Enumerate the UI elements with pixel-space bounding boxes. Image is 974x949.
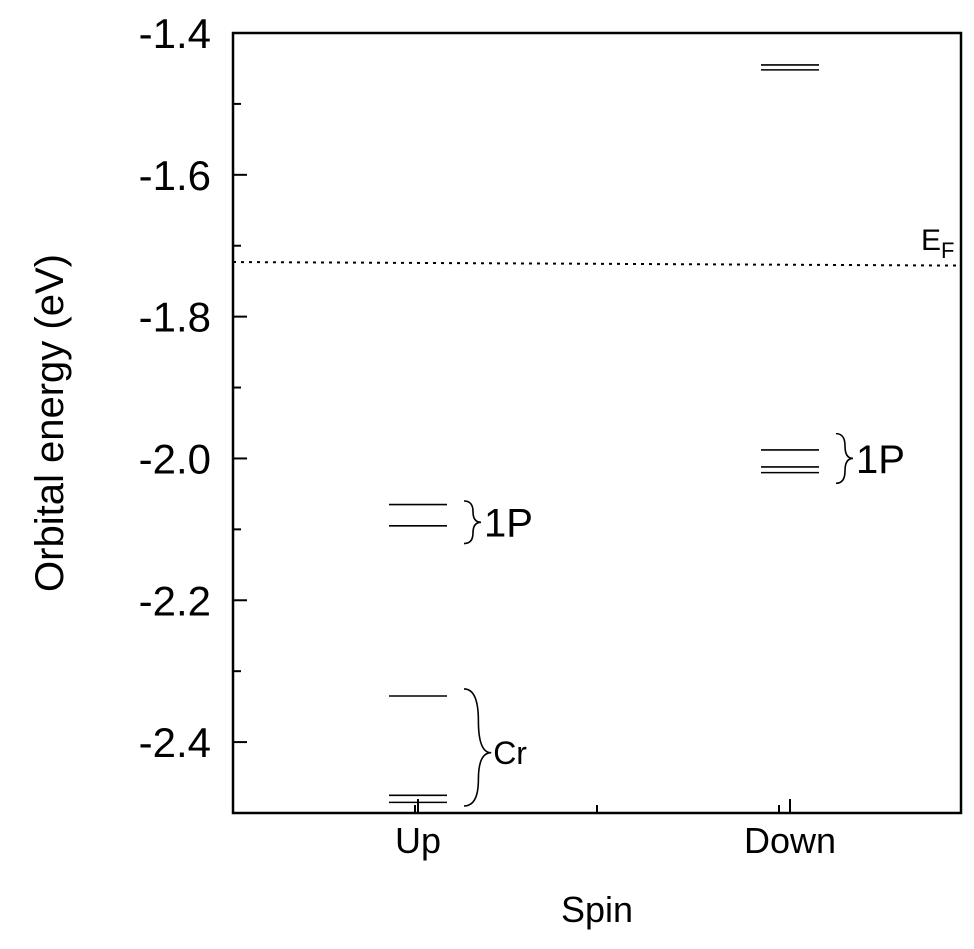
x-axis-ticks: Up Down bbox=[395, 799, 836, 861]
y-tick-label: -1.6 bbox=[139, 152, 211, 199]
y-tick-label: -2.4 bbox=[139, 719, 211, 766]
x-tick-label: Up bbox=[395, 820, 441, 861]
y-tick-label: -1.4 bbox=[139, 10, 211, 57]
fermi-level-subscript: F bbox=[941, 238, 954, 263]
fermi-level: EF bbox=[232, 224, 962, 267]
x-axis-label: Spin bbox=[561, 889, 633, 930]
annotation-label: 1P bbox=[856, 438, 905, 482]
annotation-brace bbox=[835, 432, 854, 485]
y-tick-label: -1.8 bbox=[139, 294, 211, 341]
y-tick-label: -2.2 bbox=[139, 577, 211, 624]
fermi-level-label: EF bbox=[921, 224, 954, 263]
y-tick-label: -2.0 bbox=[139, 435, 211, 482]
annotation-brace bbox=[463, 688, 492, 807]
plot-frame bbox=[231, 31, 963, 815]
annotation-brace bbox=[463, 500, 482, 545]
annotation-label: Cr bbox=[493, 735, 527, 771]
annotation-label: 1P bbox=[484, 502, 533, 546]
x-tick-label: Down bbox=[744, 820, 836, 861]
y-axis-label: Orbital energy (eV) bbox=[28, 254, 72, 592]
energy-levels bbox=[389, 64, 819, 804]
fermi-level-line bbox=[232, 261, 962, 267]
annotations: 1P Cr 1P bbox=[463, 432, 905, 807]
y-axis-ticks: -1.4 -1.6 -1.8 -2.0 -2.2 -2.4 bbox=[139, 10, 247, 814]
